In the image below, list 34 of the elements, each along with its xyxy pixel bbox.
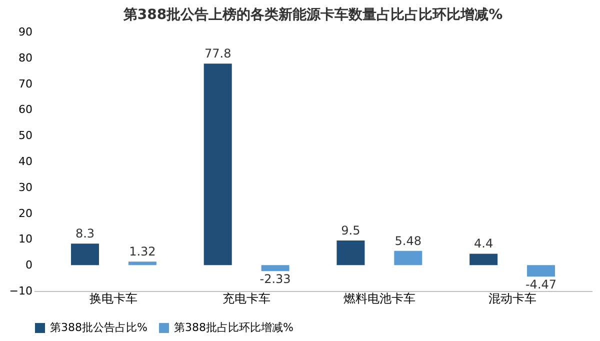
y-tick-label: 20 [18,206,32,220]
y-tick-label: 60 [18,103,32,116]
data-label: 1.32 [129,244,156,259]
legend-label: 第388批占比环比增减% [174,321,294,334]
bar [336,240,365,266]
legend-label: 第388批公告占比% [50,321,148,334]
y-tick-label: 10 [18,232,32,246]
bar [70,244,99,266]
y-tick-label: 90 [18,26,32,38]
y-tick-label: 70 [18,77,32,90]
bar [261,265,290,272]
data-label: 5.48 [394,234,422,248]
chart-title: 第388批公告上榜的各类新能源卡车数量占比占比环比增减% [122,6,503,23]
x-tick-label: 充电卡车 [222,292,271,306]
y-tick-label: 80 [18,51,32,64]
bar [204,64,232,266]
x-tick-label: 燃料电池卡车 [343,292,416,306]
data-label: -2.33 [260,272,291,286]
y-tick-label: 0 [26,258,32,272]
data-label: 4.4 [474,236,494,251]
bar [470,254,498,266]
y-tick-label: 50 [18,129,32,142]
data-label: 9.5 [341,223,360,238]
bar [394,250,422,266]
bar [527,265,556,277]
data-label: -4.47 [525,278,557,292]
x-tick-label: 换电卡车 [90,292,138,306]
y-tick-label: −10 [9,284,32,298]
data-label: 8.3 [75,226,95,241]
x-tick-label: 混动卡车 [488,292,536,306]
y-tick-label: 30 [18,180,32,194]
data-label: 77.8 [204,46,232,61]
y-tick-label: 40 [18,155,32,168]
bar [128,262,156,266]
